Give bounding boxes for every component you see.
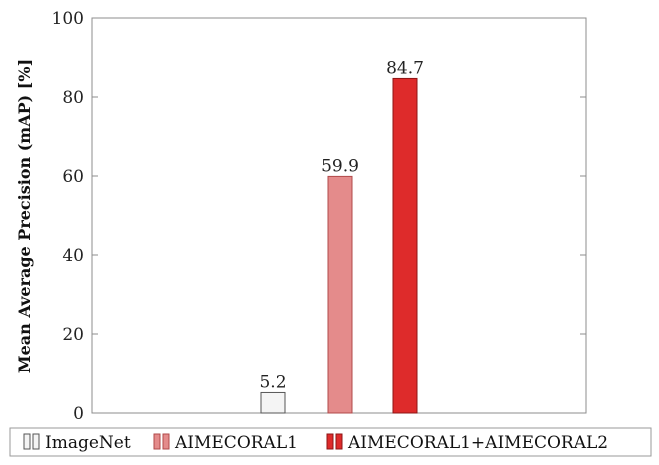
legend-swatch bbox=[153, 433, 161, 450]
bars bbox=[260, 77, 418, 414]
legend-swatch bbox=[326, 433, 334, 450]
y-tick-label: 40 bbox=[62, 246, 84, 266]
legend-label: AIMECORAL1 bbox=[174, 433, 298, 453]
data-label: 5.2 bbox=[259, 372, 286, 392]
y-tick-label: 80 bbox=[62, 88, 84, 108]
legend-swatch bbox=[32, 433, 40, 450]
y-tick-label: 20 bbox=[62, 325, 84, 345]
y-tick-label: 100 bbox=[52, 9, 84, 29]
legend-label: AIMECORAL1+AIMECORAL2 bbox=[347, 433, 608, 453]
legend-label: ImageNet bbox=[45, 433, 131, 453]
bar-aimecoral1-aimecoral2 bbox=[392, 77, 418, 414]
y-axis-label: Mean Average Precision (mAP) [%] bbox=[15, 59, 34, 373]
legend: ImageNet AIMECORAL1 AIMECORAL1+AIMECORAL2 bbox=[9, 427, 652, 457]
bar-aimecoral1 bbox=[327, 175, 353, 414]
legend-swatch bbox=[162, 433, 170, 450]
y-tick-label: 0 bbox=[73, 404, 84, 424]
y-ticks: 0 20 40 60 80 100 bbox=[52, 9, 586, 424]
data-label: 84.7 bbox=[386, 58, 424, 78]
data-labels: 5.2 59.9 84.7 bbox=[259, 58, 423, 392]
y-axis-title: Mean Average Precision (mAP) [%] bbox=[15, 59, 34, 373]
legend-swatch bbox=[23, 433, 31, 450]
y-tick-label: 60 bbox=[62, 167, 84, 187]
legend-swatch bbox=[335, 433, 343, 450]
bar-imagenet bbox=[260, 391, 286, 414]
data-label: 59.9 bbox=[321, 156, 359, 176]
